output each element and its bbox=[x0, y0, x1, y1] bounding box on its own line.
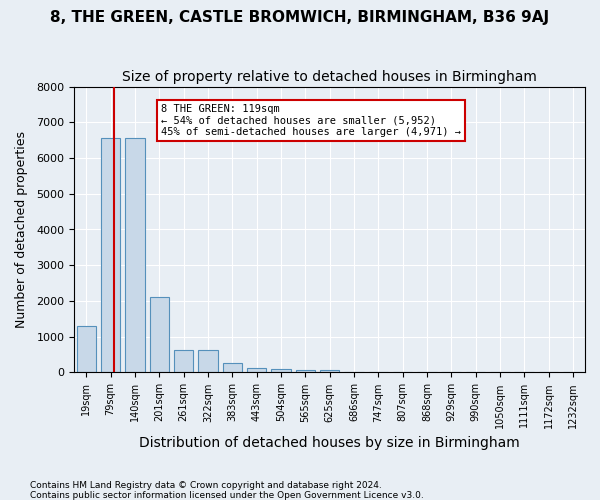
Text: 8 THE GREEN: 119sqm
← 54% of detached houses are smaller (5,952)
45% of semi-det: 8 THE GREEN: 119sqm ← 54% of detached ho… bbox=[161, 104, 461, 137]
Bar bbox=[320, 370, 340, 372]
Bar bbox=[174, 350, 193, 372]
Bar bbox=[296, 370, 315, 372]
Bar bbox=[198, 350, 218, 372]
Y-axis label: Number of detached properties: Number of detached properties bbox=[15, 131, 28, 328]
Bar bbox=[149, 298, 169, 372]
Bar bbox=[77, 326, 96, 372]
Title: Size of property relative to detached houses in Birmingham: Size of property relative to detached ho… bbox=[122, 70, 537, 84]
X-axis label: Distribution of detached houses by size in Birmingham: Distribution of detached houses by size … bbox=[139, 436, 520, 450]
Text: Contains public sector information licensed under the Open Government Licence v3: Contains public sector information licen… bbox=[30, 491, 424, 500]
Bar bbox=[223, 363, 242, 372]
Text: 8, THE GREEN, CASTLE BROMWICH, BIRMINGHAM, B36 9AJ: 8, THE GREEN, CASTLE BROMWICH, BIRMINGHA… bbox=[50, 10, 550, 25]
Bar bbox=[247, 368, 266, 372]
Text: Contains HM Land Registry data © Crown copyright and database right 2024.: Contains HM Land Registry data © Crown c… bbox=[30, 481, 382, 490]
Bar bbox=[125, 138, 145, 372]
Bar bbox=[101, 138, 121, 372]
Bar bbox=[271, 369, 290, 372]
